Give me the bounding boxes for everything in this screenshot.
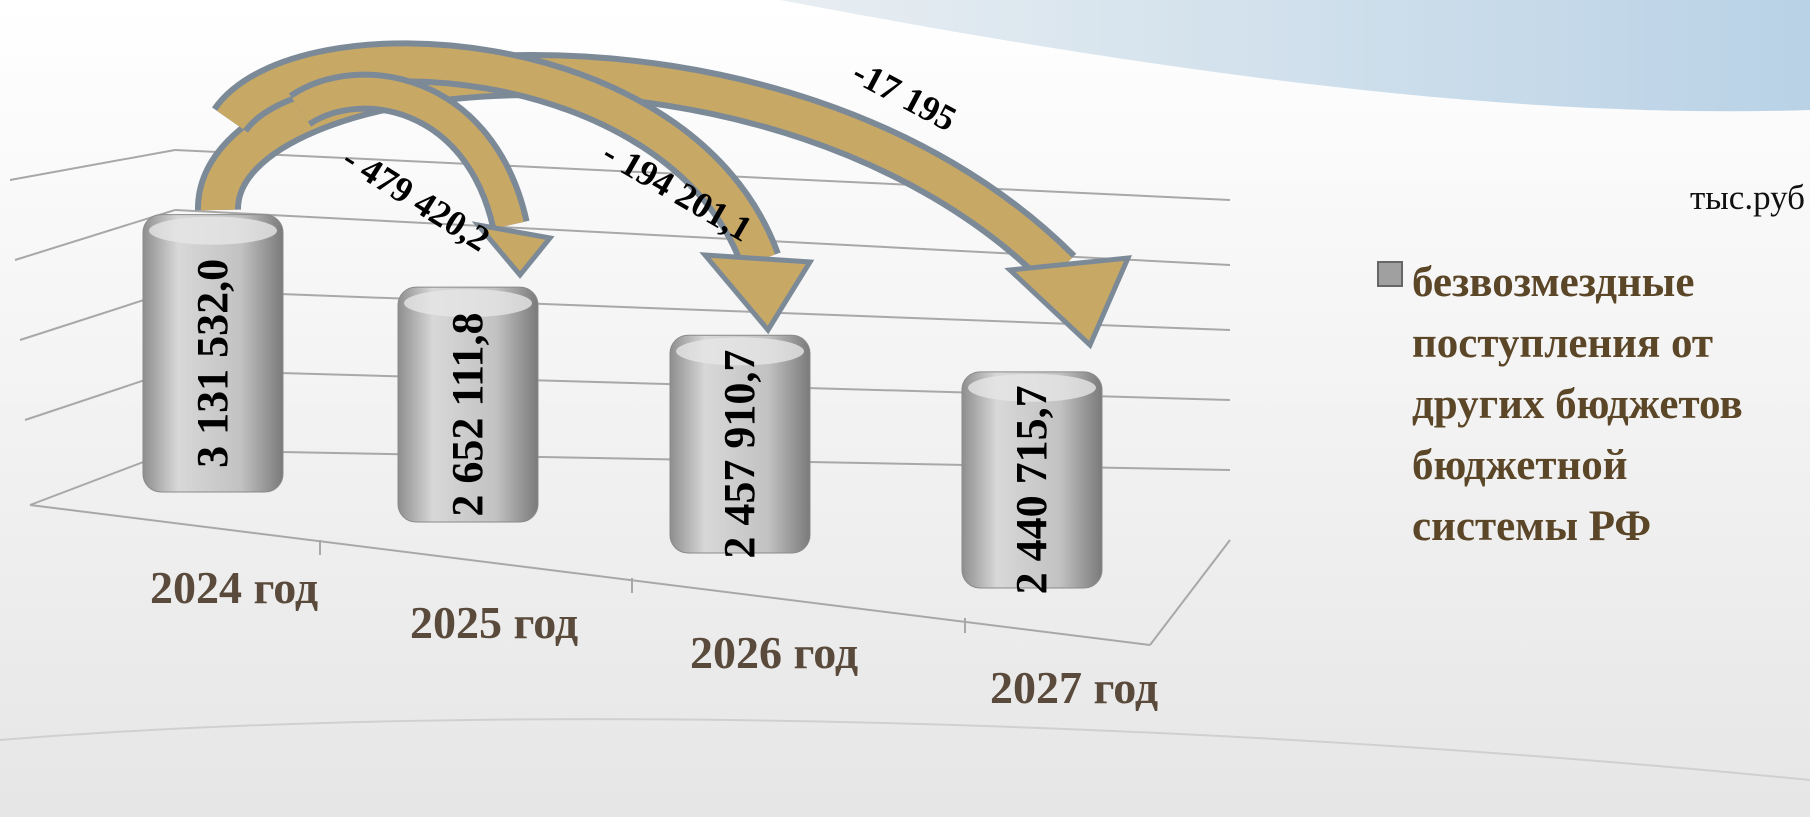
background-decor	[0, 718, 1810, 781]
bar-top	[404, 289, 532, 318]
unit-label: тыс.руб	[1690, 178, 1805, 217]
bar	[961, 371, 1103, 589]
bar-top	[149, 216, 277, 245]
bar	[669, 334, 811, 554]
x-tick-label: 2026 год	[690, 627, 858, 678]
x-tick-label: 2024 год	[150, 562, 318, 613]
legend-swatch	[1377, 261, 1403, 287]
bar-top	[968, 373, 1096, 402]
value-label: 3 131 532,0	[188, 259, 237, 468]
value-label: 2 440 715,7	[1007, 385, 1056, 594]
bar	[397, 286, 539, 523]
background-decor	[780, 0, 1810, 112]
x-tick-label: 2027 год	[990, 662, 1158, 713]
x-tick-label: 2025 год	[410, 597, 578, 648]
value-label: 2 652 111,8	[443, 312, 492, 516]
bar	[142, 214, 284, 493]
legend-label: безвозмездные поступления от других бюдж…	[1412, 259, 1743, 550]
value-label: 2 457 910,7	[715, 350, 764, 559]
bar-top	[676, 337, 804, 366]
change-arrows	[194, 40, 1133, 350]
